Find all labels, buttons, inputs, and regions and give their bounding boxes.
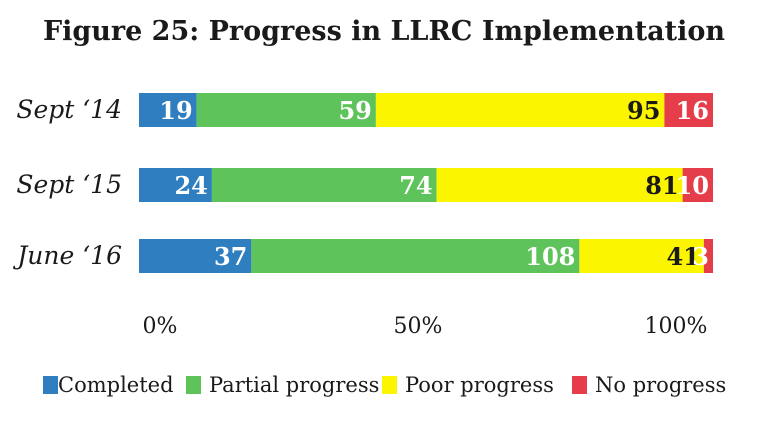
data-label: 95: [627, 96, 660, 125]
data-label: 16: [676, 96, 709, 125]
data-label: 3: [692, 242, 709, 271]
category-labels: Sept ‘14 Sept ‘15 June ‘16: [12, 95, 122, 270]
legend-swatch: [572, 376, 587, 394]
bar-segment-no-progress: [703, 239, 713, 273]
bar-segment-partial-progress: [211, 168, 437, 202]
data-label: 10: [676, 171, 709, 200]
legend-label: Poor progress: [405, 373, 554, 397]
data-label: 37: [214, 242, 247, 271]
bar-segment-completed: [139, 239, 252, 273]
chart-title: Figure 25: Progress in LLRC Implementati…: [42, 16, 726, 47]
x-tick-label: 50%: [394, 314, 443, 339]
category-label: Sept ‘15: [16, 170, 122, 199]
category-label: Sept ‘14: [16, 95, 122, 124]
bar-segment-no-progress: [664, 93, 713, 127]
bar-segment-poor-progress: [375, 93, 665, 127]
legend-swatch: [382, 376, 397, 394]
data-label: 41: [666, 242, 699, 271]
data-label: 74: [399, 171, 432, 200]
legend-swatch: [43, 376, 58, 394]
legend-label: Completed: [58, 373, 174, 397]
legend-swatch: [186, 376, 201, 394]
bar-segment-completed: [139, 93, 197, 127]
data-label: 19: [159, 96, 192, 125]
bar-segment-no-progress: [682, 168, 713, 202]
bar-segment-poor-progress: [579, 239, 704, 273]
bar-segment-poor-progress: [436, 168, 683, 202]
x-tick-labels: 0% 50% 100%: [143, 314, 708, 339]
bar-segment-partial-progress: [196, 93, 376, 127]
legend-label: No progress: [595, 373, 726, 397]
data-label: 59: [338, 96, 371, 125]
bar-segment-partial-progress: [251, 239, 580, 273]
legend: Completed Partial progress Poor progress No…: [43, 373, 726, 397]
x-tick-label: 0%: [143, 314, 178, 339]
category-label: June ‘16: [12, 241, 122, 270]
data-label: 81: [645, 171, 678, 200]
x-tick-label: 100%: [645, 314, 708, 339]
bar-segment-completed: [139, 168, 212, 202]
legend-label: Partial progress: [209, 373, 379, 397]
data-label: 24: [174, 171, 207, 200]
data-label: 108: [525, 242, 575, 271]
